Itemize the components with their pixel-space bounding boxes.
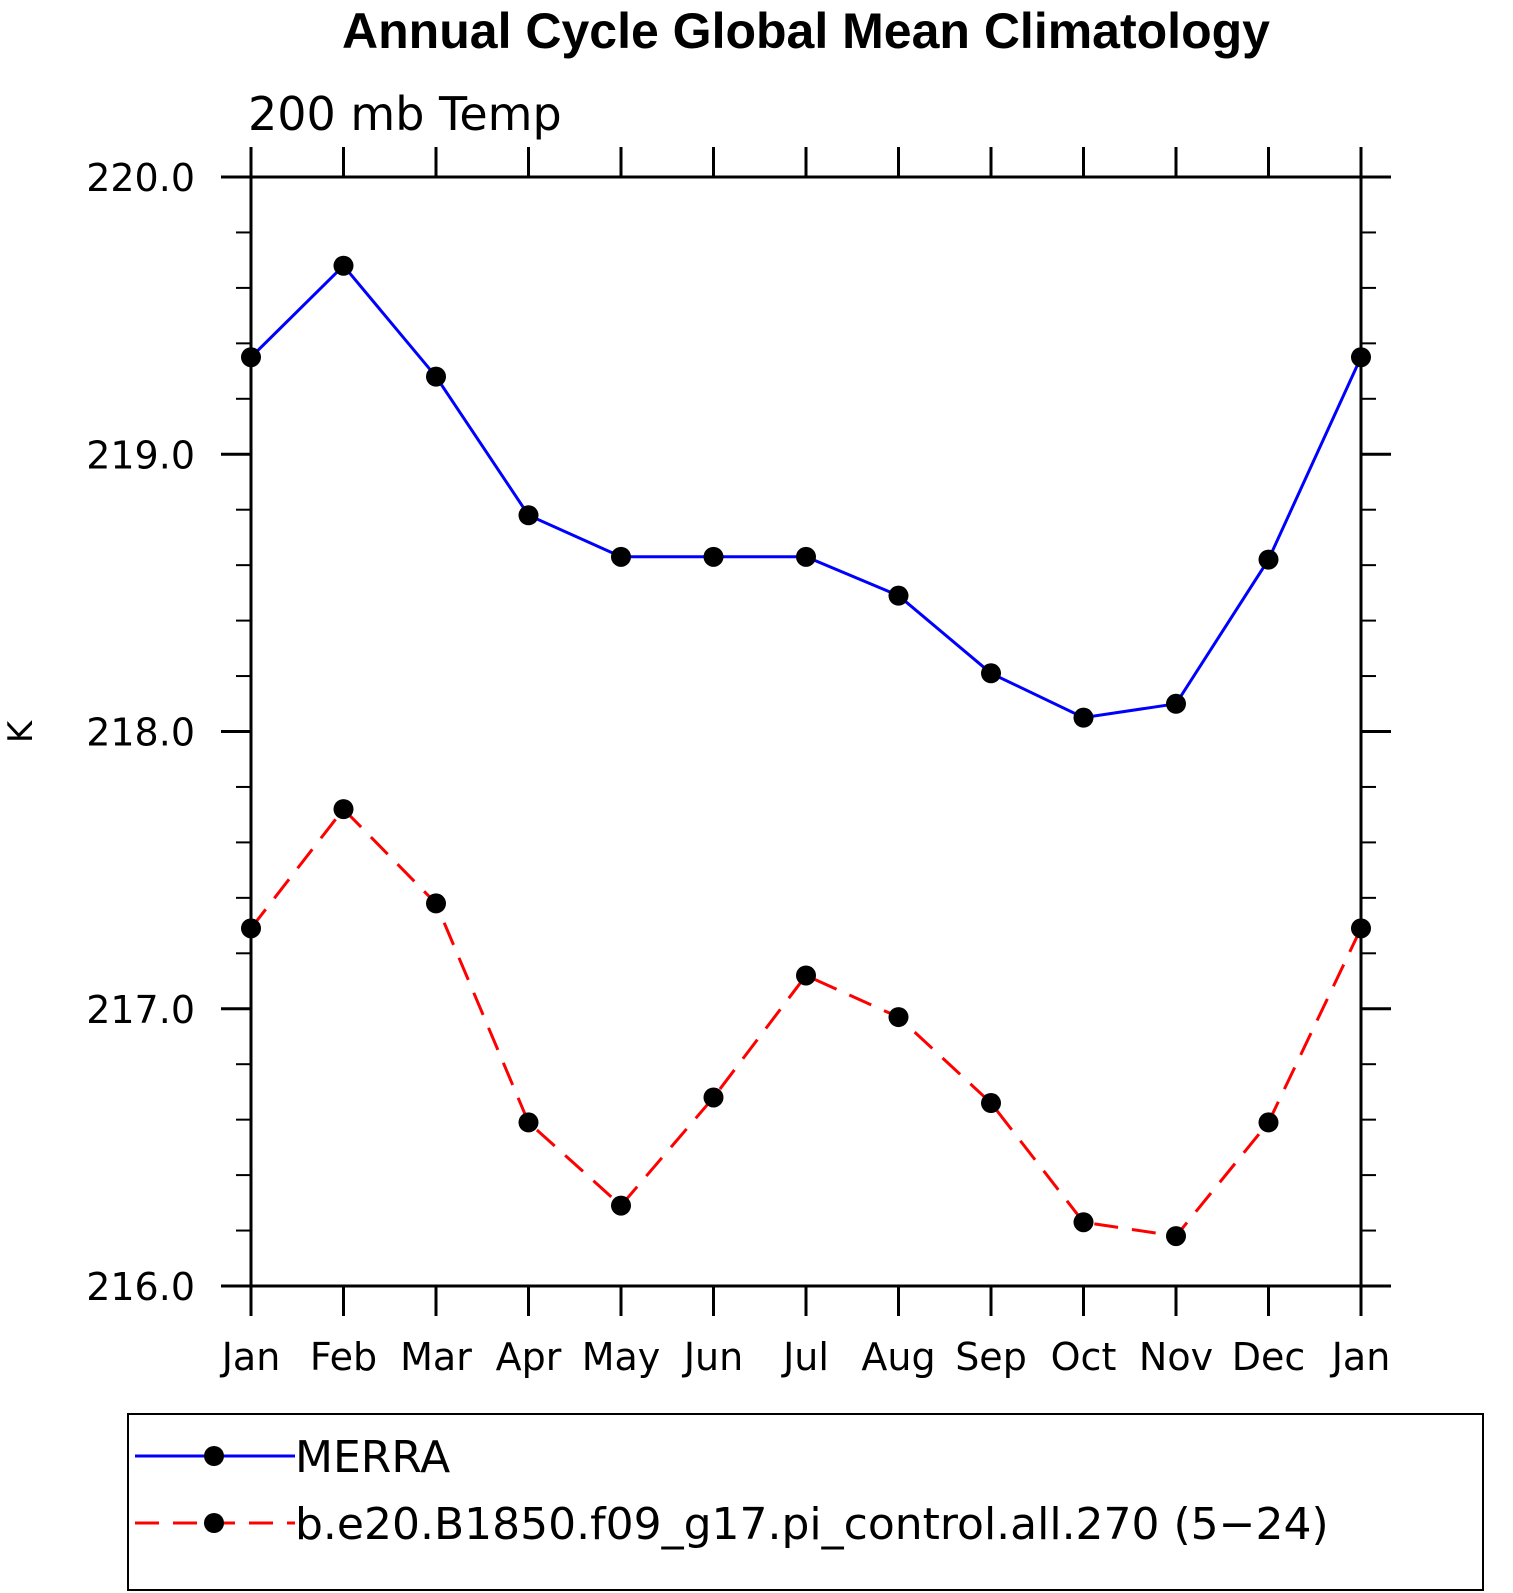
legend-model-label: b.e20.B1850.f09_g17.pi_control.all.270 (… <box>295 1499 1329 1550</box>
series-1-point <box>333 799 354 820</box>
x-tick-label: Jun <box>682 1335 743 1379</box>
series-0-point <box>1166 693 1186 714</box>
series-0-point <box>241 347 261 368</box>
series-0-point <box>981 663 1001 684</box>
x-tick-label: Jul <box>781 1335 829 1379</box>
series-0-point <box>611 546 631 567</box>
legend: MERRA b.e20.B1850.f09_g17.pi_control.all… <box>127 1413 1484 1591</box>
series-1-point <box>981 1093 1001 1114</box>
y-tick-label: 219.0 <box>86 433 195 477</box>
series-1-point <box>426 893 446 914</box>
x-tick-label: Feb <box>310 1335 377 1379</box>
series-0-point <box>1258 549 1279 570</box>
y-axis-label: K <box>1 719 41 743</box>
x-tick-label: Apr <box>496 1335 562 1379</box>
series-0-point <box>333 255 354 276</box>
series-1-point <box>796 965 816 986</box>
legend-merra-label: MERRA <box>295 1432 450 1483</box>
series-0-point <box>426 366 446 387</box>
series-1-point <box>888 1007 909 1028</box>
series-0-point <box>1073 707 1094 728</box>
series-1-point <box>1258 1112 1279 1133</box>
series-line-0 <box>249 263 1363 720</box>
x-tick-label: Sep <box>955 1335 1027 1379</box>
series-0-point <box>703 546 724 567</box>
series-1-point <box>611 1195 631 1216</box>
series-0-point <box>888 585 909 606</box>
y-tick-label: 218.0 <box>86 711 195 755</box>
x-tick-label: Aug <box>861 1335 935 1379</box>
x-tick-label: Dec <box>1232 1335 1306 1379</box>
series-0-point <box>518 505 539 526</box>
series-1-point <box>518 1112 539 1133</box>
x-tick-label: May <box>582 1335 661 1379</box>
chart-title: Annual Cycle Global Mean Climatology <box>342 3 1270 59</box>
legend-box <box>127 1413 1484 1591</box>
legend-model-marker <box>204 1513 224 1533</box>
x-tick-label: Nov <box>1139 1335 1213 1379</box>
series-1-point <box>1073 1212 1094 1233</box>
series-1-point <box>1166 1226 1186 1247</box>
x-tick-label: Jan <box>220 1335 281 1379</box>
series-1-point <box>703 1087 724 1108</box>
series-layer <box>241 255 1371 1247</box>
series-0-point <box>1351 347 1371 368</box>
y-tick-label: 220.0 <box>86 156 195 200</box>
y-tick-label: 216.0 <box>86 1265 195 1309</box>
plot-frame <box>249 175 1363 1288</box>
x-tick-label: Mar <box>400 1335 472 1379</box>
legend-merra-marker <box>204 1446 224 1466</box>
chart-subtitle: 200 mb Temp <box>248 87 562 141</box>
x-tick-label: Oct <box>1051 1335 1117 1379</box>
series-0-point <box>796 546 816 567</box>
series-1-point <box>1351 918 1371 939</box>
series-line-1 <box>249 806 1363 1238</box>
axis-ticks: Jan Feb Mar Apr May Jun Jul Aug Sep Oct Nov Dec Jan 2… <box>86 147 1391 1379</box>
y-tick-label: 217.0 <box>86 988 195 1032</box>
x-tick-label: Jan <box>1330 1335 1391 1379</box>
series-1-point <box>241 918 261 939</box>
